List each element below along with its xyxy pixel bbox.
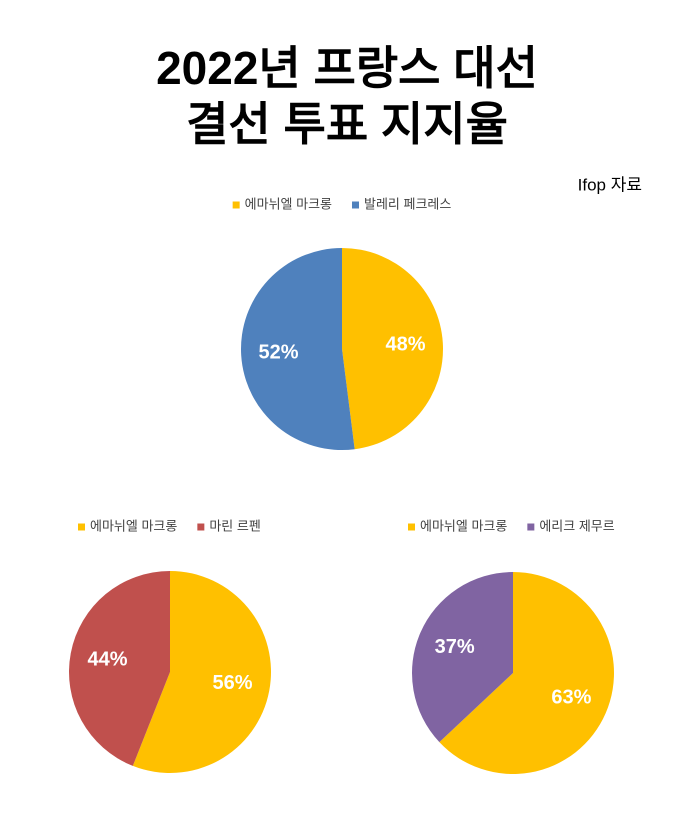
legend-marker	[527, 523, 535, 531]
legend-marker	[232, 201, 240, 209]
pie-slice	[411, 572, 513, 743]
legend-label: 에마뉘엘 마크롱	[420, 518, 507, 533]
title-line: 2022년 프랑스 대선	[156, 42, 538, 94]
legend-marker	[78, 523, 85, 531]
data-label: 44%	[87, 648, 127, 670]
pie-slice	[132, 571, 272, 773]
data-label: 63%	[551, 687, 591, 709]
legend-label: 에마뉘엘 마크롱	[245, 196, 332, 211]
pie-slice	[439, 572, 614, 774]
pie-slice	[342, 248, 444, 450]
title-line: 결선 투표 지지율	[186, 98, 508, 150]
legend-marker	[352, 201, 359, 209]
legend-marker	[408, 523, 415, 531]
legend-label: 발레리 페크레스	[364, 196, 451, 211]
data-label: 52%	[258, 341, 298, 363]
data-label: 37%	[435, 636, 475, 658]
data-label: 56%	[212, 672, 252, 694]
data-label: 48%	[385, 333, 425, 355]
legend-label: 마린 르펜	[209, 518, 260, 533]
legend-marker	[197, 523, 205, 531]
legend-label: 에리크 제무르	[539, 518, 614, 533]
legend-label: 에마뉘엘 마크롱	[90, 518, 177, 533]
pie-slice	[69, 571, 170, 766]
source-note: Ifop 자료	[578, 175, 642, 194]
pie-slice	[241, 248, 355, 450]
